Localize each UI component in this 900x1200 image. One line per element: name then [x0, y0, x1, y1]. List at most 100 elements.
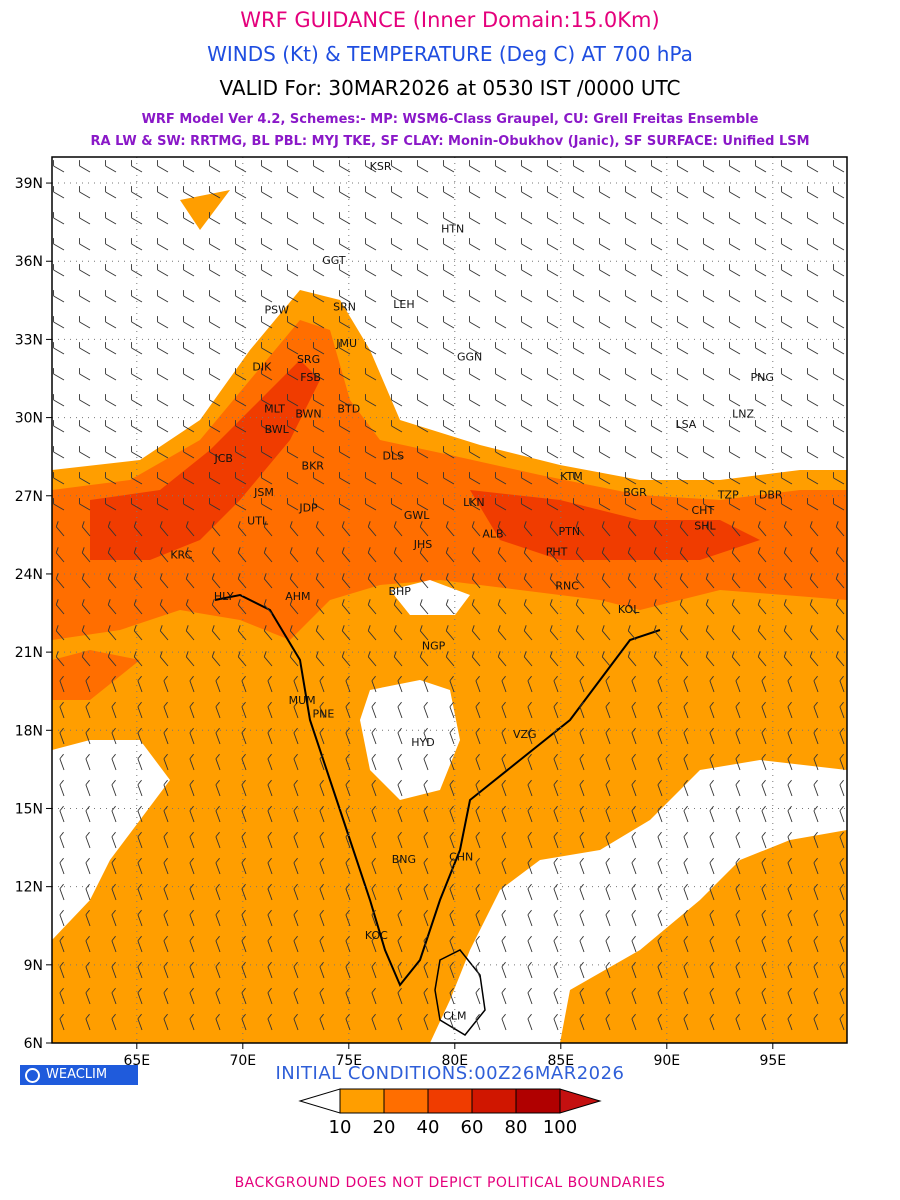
wind-barb-flag: [579, 753, 584, 760]
wind-barb-flag: [241, 909, 246, 916]
wind-barb: [631, 909, 637, 927]
wind-barb-staff: [579, 836, 585, 849]
wind-barb-staff: [449, 914, 455, 927]
wind-barb-flag: [755, 264, 757, 271]
wind-barb-staff: [319, 862, 325, 875]
wind-barb-flag: [761, 779, 766, 786]
wind-barb-staff: [209, 399, 221, 407]
wind-barb-flag: [599, 186, 601, 193]
wind-barb-staff: [599, 321, 611, 329]
wind-barb-staff: [547, 295, 559, 303]
wind-barb-flag: [53, 290, 55, 297]
wind-barb-flag: [579, 909, 584, 916]
wind-barb-flag: [761, 727, 766, 734]
wind-barb: [423, 909, 429, 927]
station-label: BHP: [388, 585, 411, 598]
wind-barb-flag: [157, 342, 159, 349]
wind-barb: [761, 883, 767, 901]
wind-barb-staff: [443, 399, 455, 407]
wind-barb: [813, 831, 819, 849]
wind-barb-staff: [111, 966, 117, 979]
wind-barb-staff: [761, 784, 767, 797]
wind-barb: [469, 290, 481, 303]
wind-barb: [761, 909, 767, 927]
wind-barb-staff: [131, 503, 143, 511]
wind-barb-staff: [85, 706, 91, 719]
wind-barb: [605, 675, 611, 693]
wind-barb-flag: [807, 264, 809, 271]
wind-barb-staff: [627, 656, 637, 667]
wind-barb-staff: [365, 503, 377, 511]
wind-barb-staff: [241, 992, 247, 1005]
wind-barb-staff: [521, 269, 533, 277]
wind-barb: [601, 521, 611, 537]
wind-barb-flag: [677, 472, 679, 479]
wind-barb-flag: [131, 446, 133, 453]
wind-barb-staff: [157, 451, 169, 459]
wind-barb-staff: [111, 836, 117, 849]
wind-barb: [209, 420, 221, 433]
wind-barb: [419, 573, 429, 589]
wind-barb: [653, 573, 663, 589]
wind-barb-flag: [189, 935, 194, 942]
wind-barb-staff: [131, 425, 143, 433]
wind-barb-staff: [683, 966, 689, 979]
wind-barb-staff: [575, 656, 585, 667]
wind-barb-flag: [703, 264, 705, 271]
wind-barb: [839, 753, 845, 771]
wind-barb: [53, 264, 65, 277]
wind-barb-staff: [137, 732, 143, 745]
wind-barb-staff: [345, 836, 351, 849]
wind-barb-staff: [469, 451, 481, 459]
wind-barb-staff: [209, 451, 221, 459]
wind-barb-staff: [787, 862, 793, 875]
wind-barb: [657, 857, 663, 875]
wind-barb-staff: [131, 399, 143, 407]
wind-barb: [157, 368, 169, 381]
wind-barb-flag: [241, 753, 246, 760]
wind-barb: [833, 342, 845, 355]
wind-barb: [729, 368, 741, 381]
wind-barb-flag: [677, 186, 679, 193]
wind-barb: [315, 521, 325, 537]
wind-barb-staff: [419, 630, 429, 641]
wind-barb-flag: [345, 935, 350, 942]
wind-barb-flag: [599, 342, 601, 349]
wind-barb-flag: [163, 779, 168, 786]
wind-barb: [579, 779, 585, 797]
wind-barb-staff: [211, 552, 221, 563]
wind-barb-staff: [393, 630, 403, 641]
wind-barb-flag: [575, 651, 579, 657]
wind-barb: [293, 675, 299, 693]
wind-barb-flag: [731, 625, 735, 631]
wind-barb-flag: [683, 831, 688, 838]
wind-barb: [523, 521, 533, 537]
wind-barb: [53, 342, 65, 355]
wind-barb: [339, 498, 351, 511]
wind-barb-staff: [183, 243, 195, 251]
wind-barb-staff: [813, 888, 819, 901]
wind-barb-staff: [85, 1018, 91, 1031]
wind-barb-flag: [107, 547, 111, 553]
wind-barb-flag: [267, 779, 272, 786]
wind-barb-staff: [423, 888, 429, 901]
wind-barb-flag: [657, 961, 662, 968]
wind-barb-staff: [53, 477, 65, 485]
wind-barb: [111, 675, 117, 693]
wind-barb-flag: [781, 394, 783, 401]
wind-barb-staff: [183, 425, 195, 433]
wind-barb: [157, 342, 169, 355]
wind-barb-staff: [495, 477, 507, 485]
wind-barb-flag: [183, 290, 185, 297]
wind-barb-staff: [391, 217, 403, 225]
wind-barb-flag: [833, 472, 835, 479]
wind-barb-staff: [761, 680, 767, 693]
wind-barb: [781, 186, 793, 199]
wind-barb: [289, 521, 299, 537]
wind-barb-staff: [345, 1018, 351, 1031]
wind-barb: [235, 342, 247, 355]
wind-barb-flag: [393, 625, 397, 631]
wind-barb-staff: [339, 477, 351, 485]
wind-barb-flag: [677, 316, 679, 323]
wind-barb: [631, 701, 637, 719]
